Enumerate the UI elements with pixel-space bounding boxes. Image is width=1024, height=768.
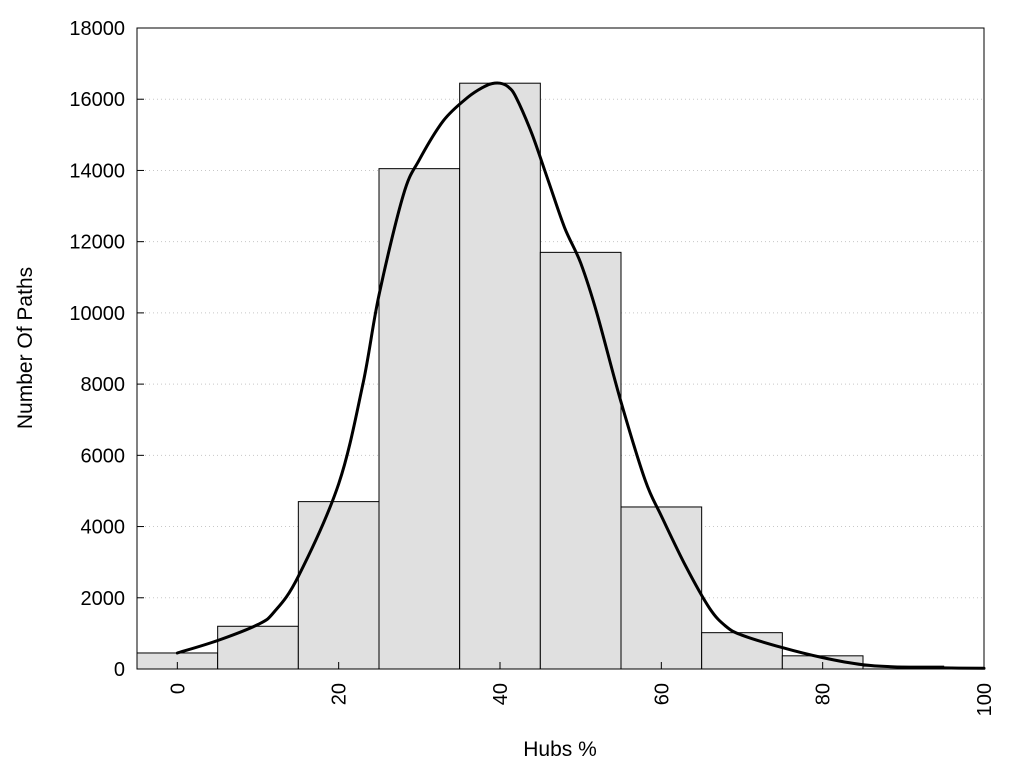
x-tick-label: 20 [329, 683, 351, 705]
histogram-bar [620, 506, 703, 670]
y-tick-label: 10000 [69, 303, 125, 325]
plot-frame [136, 27, 985, 670]
x-tick-label: 100 [974, 683, 996, 716]
histogram-bar [378, 168, 461, 670]
x-tick-label: 60 [651, 683, 673, 705]
histogram-bar [297, 501, 380, 670]
y-tick-label: 18000 [69, 18, 125, 40]
x-tick-label: 80 [813, 683, 835, 705]
y-tick-label: 2000 [81, 588, 126, 610]
histogram-bar [459, 82, 541, 670]
y-tick-label: 0 [114, 659, 125, 681]
density-curve-layer [175, 81, 986, 670]
histogram-bar [217, 625, 299, 670]
x-axis: 0 20 40 60 80 100 [167, 662, 996, 716]
y-tick-label: 6000 [81, 445, 126, 467]
x-axis-title: Hubs % [523, 738, 597, 761]
histogram-bar [701, 632, 783, 670]
y-tick-label: 12000 [69, 232, 125, 254]
y-axis-title: Number Of Paths [14, 267, 37, 429]
y-axis: 0 2000 4000 6000 8000 10000 12000 14000 16000 180… [69, 18, 144, 681]
x-tick-label: 40 [490, 683, 512, 705]
y-tick-label: 16000 [69, 89, 125, 111]
histogram-bars [136, 82, 985, 670]
x-tick-label: 0 [167, 683, 189, 694]
density-curve [175, 81, 986, 670]
y-tick-label: 14000 [69, 160, 125, 182]
y-tick-label: 8000 [81, 374, 126, 396]
histogram-bar [539, 251, 622, 670]
y-tick-label: 4000 [81, 517, 126, 539]
